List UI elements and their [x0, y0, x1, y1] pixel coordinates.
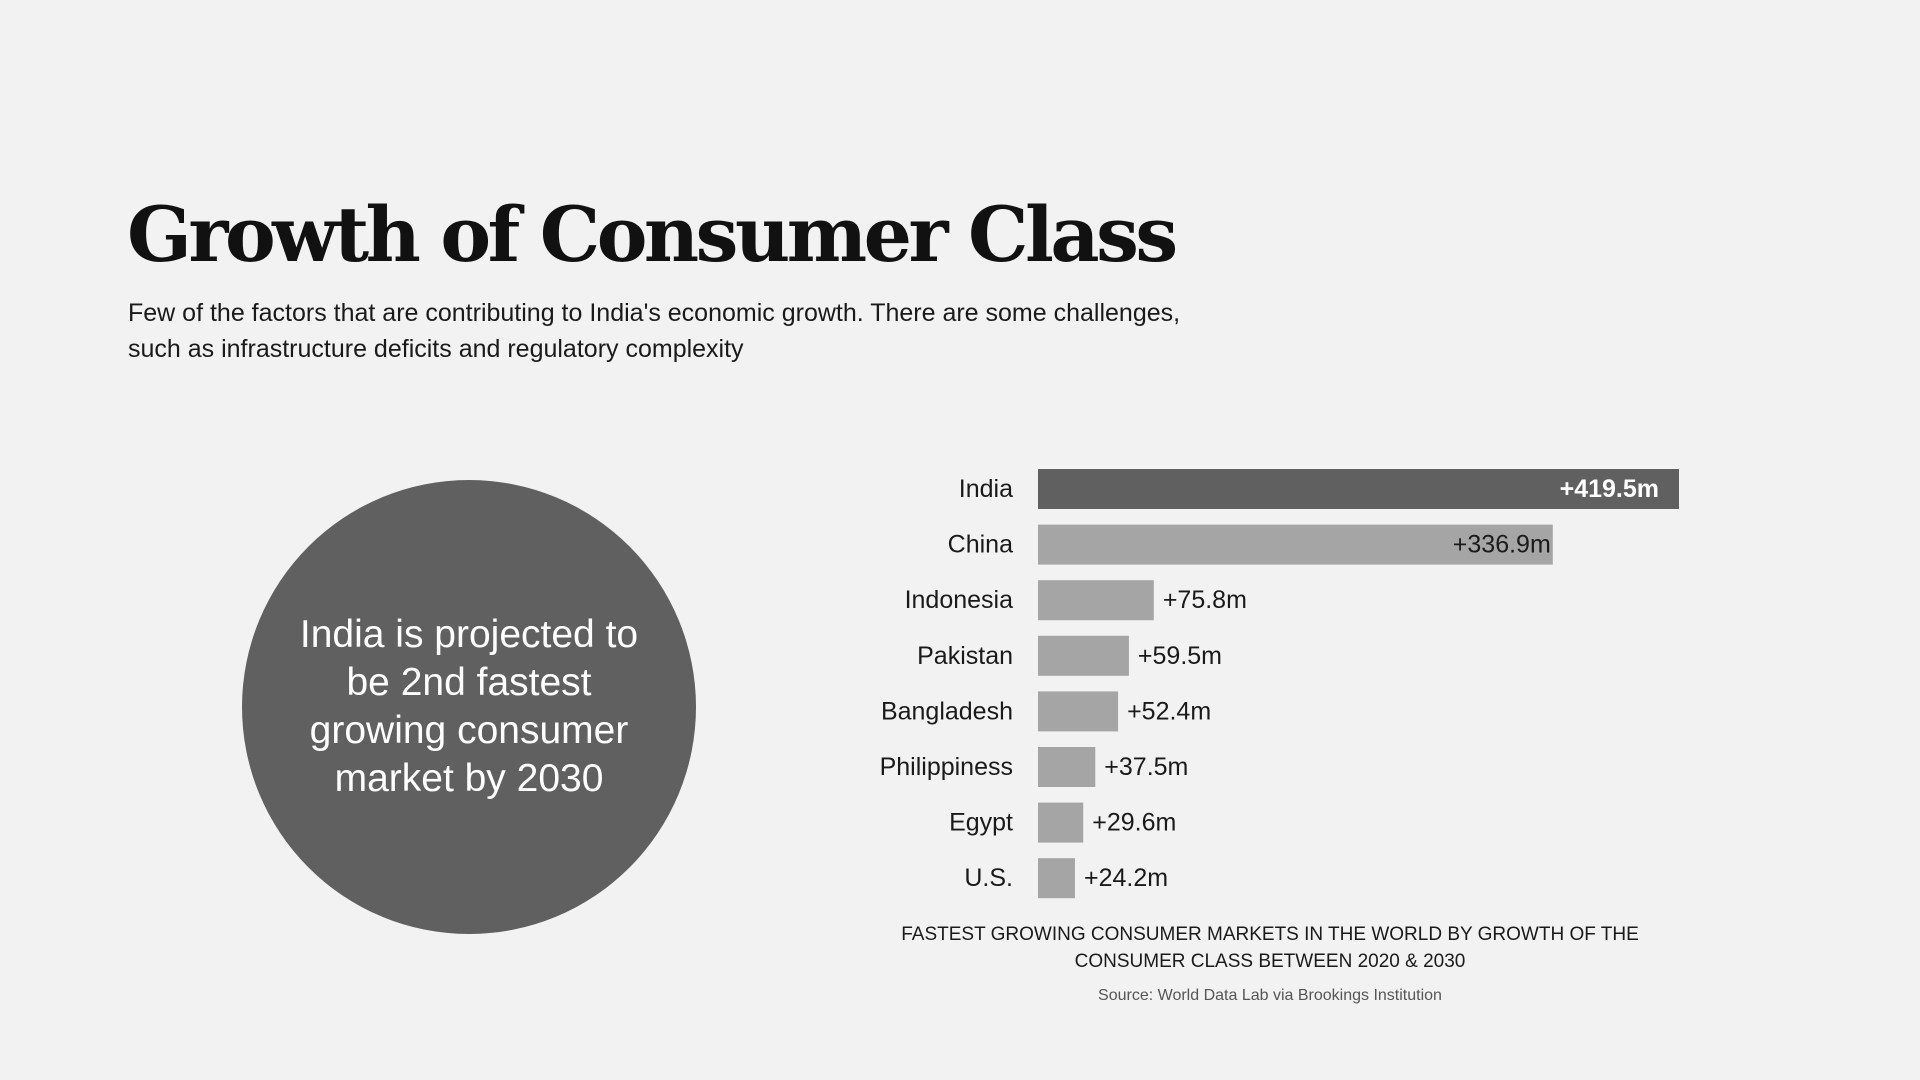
bar-egypt	[1038, 802, 1084, 843]
bar-bangladesh	[1038, 691, 1119, 732]
value-label: +37.5m	[1104, 753, 1188, 781]
page-subtitle: Few of the factors that are contributing…	[128, 299, 1181, 363]
value-label: +24.2m	[1084, 864, 1168, 892]
category-label: India	[959, 475, 1013, 503]
category-label: Pakistan	[917, 642, 1013, 670]
chart-caption: FASTEST GROWING CONSUMER MARKETS IN THE …	[901, 924, 1639, 972]
bar-india	[1038, 469, 1679, 509]
value-label: +75.8m	[1163, 586, 1247, 614]
value-label: +419.5m	[1560, 475, 1659, 503]
callout-circle: India is projected to be 2nd fastest gro…	[242, 480, 696, 934]
category-label: China	[948, 531, 1013, 559]
category-label: Egypt	[949, 809, 1013, 837]
bar-pakistan	[1038, 635, 1129, 676]
value-label: +29.6m	[1092, 809, 1176, 837]
chart-source: Source: World Data Lab via Brookings Ins…	[1098, 987, 1442, 1004]
bar-china	[1038, 524, 1553, 565]
value-label: +52.4m	[1127, 697, 1211, 725]
page-title: Growth of Consumer Class	[127, 190, 1178, 279]
bar-philippiness	[1038, 747, 1096, 787]
category-label: U.S.	[964, 864, 1013, 892]
bar-indonesia	[1038, 580, 1154, 621]
category-label: Philippiness	[880, 753, 1013, 781]
callout-text: India is projected to be 2nd fastest gro…	[299, 613, 639, 800]
category-label: Bangladesh	[881, 697, 1013, 725]
value-label: +59.5m	[1138, 642, 1222, 670]
category-label: Indonesia	[905, 586, 1014, 614]
bar-u-s-	[1038, 858, 1075, 899]
value-label: +336.9m	[1453, 531, 1551, 559]
